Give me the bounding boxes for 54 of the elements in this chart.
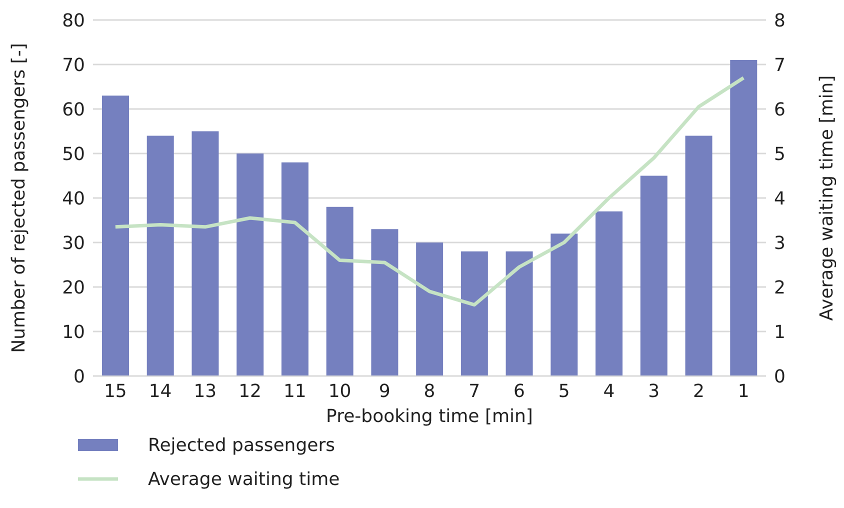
- bar: [506, 251, 533, 376]
- x-tick-label: 12: [238, 380, 262, 402]
- y-tick-label: 20: [62, 277, 85, 298]
- x-tick-label: 7: [468, 380, 480, 402]
- bar: [596, 211, 623, 376]
- x-tick-label: 13: [194, 380, 217, 402]
- x-tick-label: 14: [148, 380, 172, 402]
- y-tick-label: 0: [74, 366, 85, 388]
- x-tick-label: 5: [558, 380, 570, 402]
- y2-tick-label: 6: [774, 99, 786, 120]
- bar: [371, 229, 398, 376]
- y-tick-label: 80: [62, 10, 85, 32]
- y2-tick-label: 4: [774, 188, 786, 210]
- y-tick-label: 10: [62, 322, 85, 343]
- x-tick-label: 2: [692, 380, 704, 402]
- line-series: [114, 76, 746, 307]
- bar: [730, 60, 758, 376]
- y-tick-label: 30: [62, 232, 85, 254]
- bar: [146, 136, 174, 376]
- x-tick-label: 3: [648, 380, 660, 402]
- y2-tick-label: 2: [774, 277, 786, 298]
- x-tick-label: 8: [424, 380, 436, 402]
- bar: [685, 136, 712, 376]
- bar: [550, 234, 578, 376]
- bar: [281, 162, 308, 376]
- y2-tick-label: 0: [774, 366, 786, 388]
- y2-tick-label: 1: [774, 322, 786, 343]
- bar: [640, 176, 668, 376]
- y2-axis-title: Average waiting time [min]: [816, 75, 838, 321]
- y-tick-label: 40: [62, 188, 85, 210]
- x-tick-label: 11: [283, 380, 306, 402]
- bar: [102, 96, 129, 376]
- y2-tick-label: 7: [774, 54, 786, 76]
- legend-label: Average waiting time: [148, 468, 340, 490]
- x-axis-title: Pre-booking time [min]: [326, 406, 533, 427]
- x-tick-label: 1: [738, 380, 750, 402]
- legend-label: Rejected passengers: [148, 434, 335, 456]
- bar: [416, 242, 444, 376]
- bar: [236, 154, 264, 376]
- y2-tick-label: 8: [774, 10, 786, 32]
- y2-tick-label: 3: [774, 232, 786, 254]
- y-tick-label: 60: [62, 99, 85, 120]
- y-tick-label: 50: [62, 144, 85, 165]
- y2-tick-label: 5: [774, 144, 786, 165]
- y-axis-title: Number of rejected passengers [-]: [8, 43, 30, 353]
- x-tick-label: 4: [603, 380, 615, 402]
- bar: [326, 206, 354, 376]
- x-tick-label: 15: [104, 380, 127, 402]
- x-tick-label: 9: [378, 380, 390, 402]
- bar: [192, 131, 219, 376]
- x-tick-label: 6: [514, 380, 525, 402]
- x-tick-label: 10: [328, 380, 352, 402]
- bar: [460, 251, 488, 376]
- y-tick-label: 70: [62, 54, 85, 76]
